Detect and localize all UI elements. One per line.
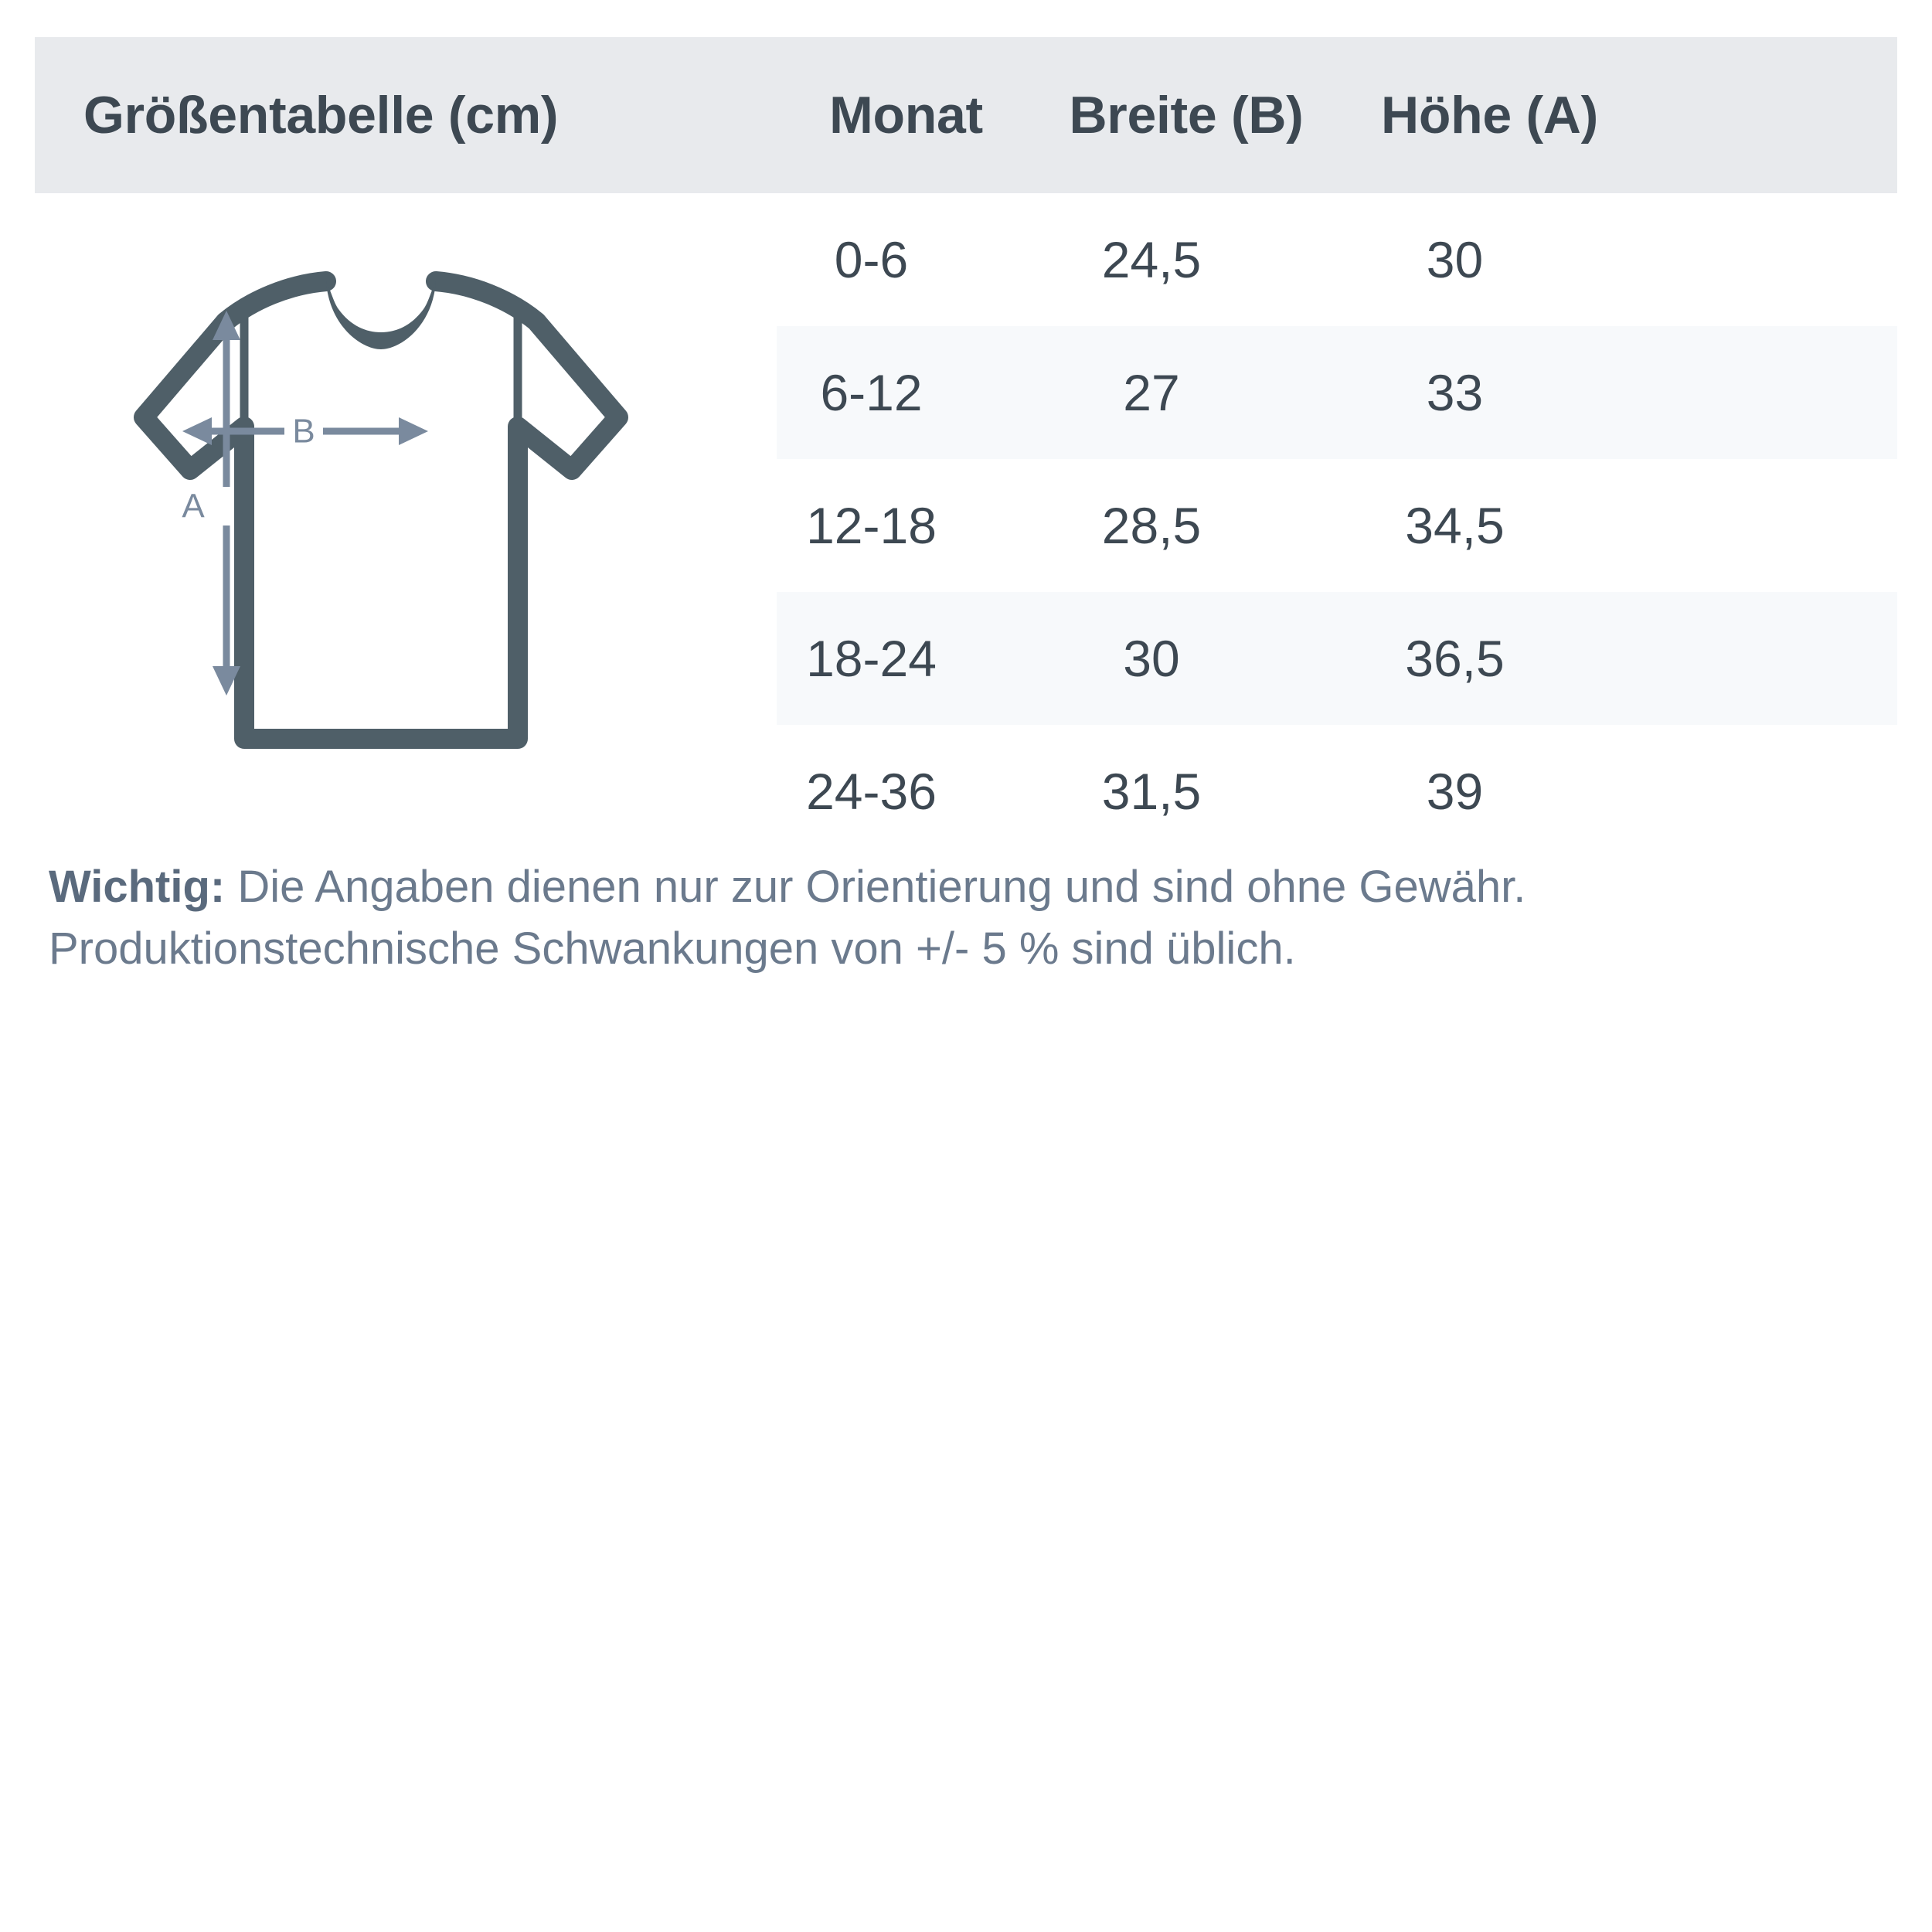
- table-row: 0-6 24,5 30: [0, 193, 1932, 326]
- cell-month: 12-18: [806, 497, 937, 554]
- cell-width: 28,5: [1101, 497, 1202, 554]
- page-title: Größentabelle (cm): [83, 86, 559, 145]
- cell-height: 34,5: [1405, 497, 1505, 554]
- cell-width: 31,5: [1101, 763, 1202, 820]
- cell-month: 6-12: [820, 364, 923, 421]
- cell-height: 36,5: [1405, 630, 1505, 687]
- cell-width: 30: [1123, 630, 1180, 687]
- cell-width: 24,5: [1101, 231, 1202, 288]
- tshirt-collar-icon: [326, 281, 436, 349]
- column-header-month: Monat: [829, 86, 983, 145]
- width-label: B: [292, 413, 315, 451]
- disclaimer-note: Wichtig: Die Angaben dienen nur zur Orie…: [49, 856, 1888, 980]
- column-header-width: Breite (B): [1069, 86, 1304, 145]
- cell-month: 18-24: [806, 630, 937, 687]
- important-label: Wichtig:: [49, 862, 226, 912]
- size-table-body: 0-6 24,5 30 6-12 27 33 12-18 28,5 34,5 1…: [0, 193, 1932, 858]
- table-row: 18-24 30 36,5: [0, 592, 1932, 725]
- table-header-band: Größentabelle (cm) Monat Breite (B) Höhe…: [35, 37, 1897, 193]
- cell-height: 30: [1426, 231, 1484, 288]
- row-stripe: [777, 326, 1897, 459]
- tshirt-outline-icon: [134, 271, 628, 749]
- tshirt-diagram: B A: [116, 255, 688, 796]
- cell-height: 33: [1426, 364, 1484, 421]
- table-row: 24-36 31,5 39: [0, 725, 1932, 858]
- disclaimer-line-2: Produktionstechnische Schwankungen von +…: [49, 923, 1296, 975]
- column-header-height: Höhe (A): [1381, 86, 1598, 145]
- cell-height: 39: [1426, 763, 1484, 820]
- cell-month: 24-36: [806, 763, 937, 820]
- cell-width: 27: [1123, 364, 1180, 421]
- table-row: 6-12 27 33: [0, 326, 1932, 459]
- height-label: A: [182, 488, 205, 526]
- disclaimer-text-1: Die Angaben dienen nur zur Orientierung …: [225, 862, 1526, 912]
- height-dimension-arrow: [213, 311, 240, 696]
- width-dimension-arrow: [182, 417, 428, 445]
- cell-month: 0-6: [834, 231, 909, 288]
- disclaimer-line-1: Wichtig: Die Angaben dienen nur zur Orie…: [49, 856, 1888, 918]
- row-stripe: [777, 592, 1897, 725]
- table-row: 12-18 28,5 34,5: [0, 459, 1932, 592]
- tshirt-shoulder-seam: [240, 300, 522, 427]
